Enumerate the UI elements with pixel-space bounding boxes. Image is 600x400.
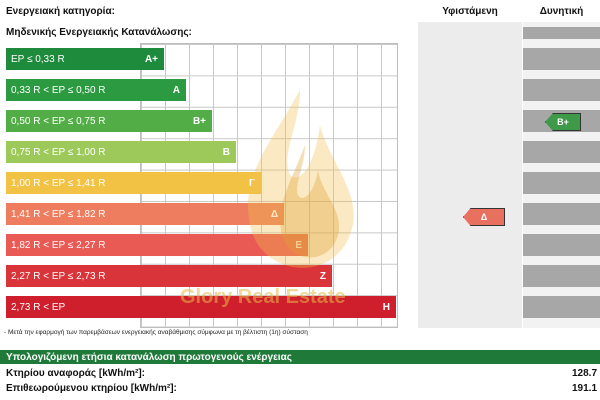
class-range: 0,75 R < EP ≤ 1,00 R	[11, 146, 106, 158]
class-range: 1,00 R < EP ≤ 1,41 R	[11, 177, 106, 189]
class-bar-b: 0,75 R < EP ≤ 1,00 R B	[6, 141, 236, 163]
inspected-building-label: Επιθεωρούμενου κτηρίου [kWh/m²]:	[6, 383, 177, 394]
potential-stripe	[523, 141, 600, 163]
class-letter: B+	[192, 115, 206, 127]
class-bar-e: 1,82 R < EP ≤ 2,27 R Ε	[6, 234, 308, 256]
class-bar-c: 1,00 R < EP ≤ 1,41 R Γ	[6, 172, 261, 194]
class-range: 1,82 R < EP ≤ 2,27 R	[11, 239, 106, 251]
potential-class-marker: B+	[545, 113, 581, 131]
potential-column-header: Δυνητική	[539, 6, 584, 17]
watermark-text: Glory Real Estate	[180, 286, 346, 308]
class-range: EP ≤ 0,33 R	[11, 53, 65, 65]
zero-consumption-label: Μηδενικής Ενεργειακής Κατανάλωσης:	[6, 27, 192, 38]
class-bar-z: 2,27 R < EP ≤ 2,73 R Ζ	[6, 265, 332, 287]
class-letter: A+	[144, 53, 158, 65]
class-range: 2,27 R < EP ≤ 2,73 R	[11, 270, 106, 282]
energy-category-label: Ενεργειακή κατηγορία:	[6, 6, 115, 17]
potential-stripe	[523, 79, 600, 101]
class-letter: Ζ	[319, 270, 326, 282]
potential-stripe	[523, 265, 600, 287]
class-letter: Η	[382, 301, 390, 313]
class-range: 0,50 R < EP ≤ 0,75 R	[11, 115, 106, 127]
potential-stripe	[523, 48, 600, 70]
potential-stripe	[523, 172, 600, 194]
potential-class-value: B+	[557, 117, 569, 127]
class-bar-a: 0,33 R < EP ≤ 0,50 R A	[6, 79, 186, 101]
class-bar-h: 2,73 R < EP Η	[6, 296, 396, 318]
class-letter: A	[172, 84, 180, 96]
reference-building-label: Κτηρίου αναφοράς [kWh/m²]:	[6, 368, 145, 379]
existing-class-value: Δ	[480, 212, 488, 222]
consumption-title: Υπολογιζόμενη ετήσια κατανάλωση πρωτογεν…	[0, 350, 600, 364]
existing-column-header: Υφιστάμενη	[442, 6, 498, 17]
potential-stripe	[523, 203, 600, 225]
class-bar-b-plus: 0,50 R < EP ≤ 0,75 R B+	[6, 110, 212, 132]
existing-class-marker: Δ	[463, 208, 505, 226]
class-range: 1,41 R < EP ≤ 1,82 R	[11, 208, 106, 220]
potential-stripe	[523, 234, 600, 256]
class-letter: Ε	[295, 239, 302, 251]
inspected-building-value: 191.1	[572, 383, 598, 394]
flame-logo-watermark	[248, 90, 354, 268]
existing-column	[418, 22, 522, 328]
recommendation-note: - Μετά την εφαρμογή των παρεμβάσεων ενερ…	[4, 329, 308, 336]
class-bar-d: 1,41 R < EP ≤ 1,82 R Δ	[6, 203, 284, 225]
potential-stripe	[523, 296, 600, 318]
class-bar-a-plus: EP ≤ 0,33 R A+	[6, 48, 164, 70]
potential-stripe	[523, 27, 600, 39]
class-letter: B	[222, 146, 230, 158]
class-range: 0,33 R < EP ≤ 0,50 R	[11, 84, 106, 96]
class-letter: Δ	[270, 208, 278, 220]
class-letter: Γ	[248, 177, 255, 189]
class-range: 2,73 R < EP	[11, 301, 66, 313]
reference-building-value: 128.7	[572, 368, 598, 379]
